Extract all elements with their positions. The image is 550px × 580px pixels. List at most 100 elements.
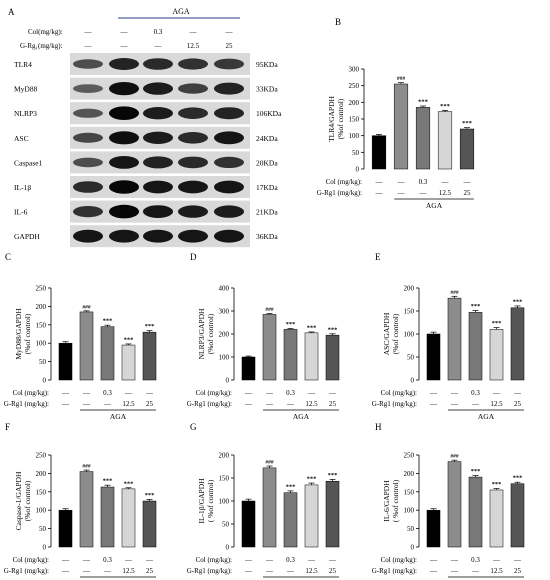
col-dose-cell: — xyxy=(492,556,501,564)
rg-dose-cell: — xyxy=(450,400,459,408)
rg-dose-cell: — xyxy=(103,400,112,408)
col-dose-cell: — xyxy=(492,389,501,397)
col-dose-4: — xyxy=(225,28,234,36)
blot-band xyxy=(73,229,103,243)
blot-kda-label: 33KDa xyxy=(256,85,278,94)
rg-dose-cell: 25 xyxy=(146,567,154,575)
y-tick-label: 150 xyxy=(36,488,47,496)
col-dose-cell: 0.3 xyxy=(103,389,112,397)
y-axis-label-line1: IL-6/GAPDH xyxy=(382,480,391,522)
significance-label: *** xyxy=(124,336,134,343)
col-dose-cell: — xyxy=(441,178,450,186)
bar xyxy=(437,111,453,170)
col-dose-cell: — xyxy=(307,389,316,397)
y-tick-label: 0 xyxy=(411,377,415,385)
aga-group-label: AGA xyxy=(172,7,190,16)
col-dose-cell: — xyxy=(328,556,337,564)
rg-dose-cell: — xyxy=(82,400,91,408)
significance-label: *** xyxy=(307,324,317,331)
blot-band xyxy=(178,132,208,144)
col-dose-cell: — xyxy=(145,556,154,564)
blot-protein-name: NLRP3 xyxy=(14,109,37,118)
col-treatment-label: Col (mg/kg): xyxy=(381,556,417,564)
rg-treatment-label: G-Rg1 (mg/kg): xyxy=(4,567,49,575)
panel-h-label: H xyxy=(375,422,382,432)
bar xyxy=(262,467,277,548)
y-tick-label: 200 xyxy=(219,331,230,339)
y-axis-label-line1: TLR4/GAPDH xyxy=(327,96,336,142)
col-dose-cell: 0.3 xyxy=(419,178,428,186)
y-tick-label: 0 xyxy=(226,544,230,552)
y-tick-label: 50 xyxy=(222,521,230,529)
y-tick-label: 50 xyxy=(39,358,47,366)
y-axis-label-line2: ( %of control) xyxy=(206,479,215,522)
y-tick-label: 250 xyxy=(349,82,360,90)
rg-dose-0: — xyxy=(84,42,93,50)
blot-band xyxy=(214,229,244,243)
col-treatment-label: Col (mg/kg): xyxy=(13,389,49,397)
rg-dose-cell: — xyxy=(397,189,406,197)
blot-band xyxy=(73,206,103,218)
col-dose-cell: — xyxy=(265,389,274,397)
y-tick-label: 0 xyxy=(43,377,47,385)
blot-band xyxy=(73,132,103,143)
col-dose-cell: — xyxy=(61,389,70,397)
rg-dose-cell: — xyxy=(419,189,428,197)
rg-dose-cell: — xyxy=(244,567,253,575)
y-tick-label: 0 xyxy=(411,544,415,552)
y-axis-label-line2: (%of control) xyxy=(23,313,32,354)
rg-dose-cell: — xyxy=(450,567,459,575)
panel-a-western-blot: A AGA Col(mg/kg): G-Rg₁(mg/kg): — — 0.3 — — —… xyxy=(8,7,282,248)
blot-band xyxy=(109,131,139,145)
significance-label: *** xyxy=(124,480,134,487)
col-dose-cell: 0.3 xyxy=(103,556,112,564)
rg-dose-cell: 12.5 xyxy=(490,400,503,408)
blot-band xyxy=(214,131,244,145)
col-dose-cell: — xyxy=(450,556,459,564)
bar xyxy=(100,486,115,548)
col-treatment-label: Col (mg/kg): xyxy=(13,556,49,564)
bar xyxy=(447,297,462,381)
significance-label: ### xyxy=(82,304,91,310)
y-axis-label-line2: ( %of control) xyxy=(391,479,400,522)
y-tick-label: 200 xyxy=(36,303,47,311)
rg-dose-cell: — xyxy=(471,400,480,408)
col-dose-cell: — xyxy=(265,556,274,564)
rg-dose-cell: 25 xyxy=(464,189,472,197)
y-tick-label: 100 xyxy=(36,340,47,348)
blot-band xyxy=(178,229,208,243)
panel-g-label: G xyxy=(190,422,197,432)
y-tick-label: 50 xyxy=(407,354,415,362)
rg-dose-cell: 25 xyxy=(329,400,337,408)
rg-dose-cell: — xyxy=(375,189,384,197)
bar xyxy=(468,312,483,381)
rg-dose-cell: — xyxy=(429,400,438,408)
chart-f: F 0 50 100 150 200 250 Caspase-1/GAPDH(%of cont… xyxy=(4,422,157,580)
col-dose-cell: 0.3 xyxy=(286,556,295,564)
blot-band xyxy=(143,131,173,144)
col-dose-2: 0.3 xyxy=(154,28,163,36)
blot-band xyxy=(143,205,173,219)
blot-kda-label: 20KDa xyxy=(256,158,278,167)
y-axis-label-line2: (%of control) xyxy=(23,480,32,521)
blot-protein-name: MyD88 xyxy=(14,85,38,94)
blot-band xyxy=(143,229,173,243)
y-tick-label: 50 xyxy=(39,525,47,533)
blot-band xyxy=(214,180,244,194)
blot-band xyxy=(109,204,139,219)
bar xyxy=(142,331,157,381)
rg-dose-4: 25 xyxy=(226,42,234,50)
rg-dose-cell: 12.5 xyxy=(490,567,503,575)
rg-dose-cell: 12.5 xyxy=(305,567,318,575)
rg-dose-cell: — xyxy=(286,400,295,408)
y-tick-label: 100 xyxy=(219,354,230,362)
significance-label: *** xyxy=(513,298,523,305)
bar xyxy=(283,329,298,381)
col-dose-cell: — xyxy=(429,556,438,564)
blot-band xyxy=(109,180,139,194)
y-axis-label-line1: ASC/GAPDH xyxy=(382,312,391,355)
y-tick-label: 0 xyxy=(43,544,47,552)
significance-label: *** xyxy=(440,103,450,110)
col-dose-3: — xyxy=(189,28,198,36)
chart-e: E 0 50 100 150 200 ASC/GAPDH(%of control) ### **… xyxy=(372,252,525,421)
